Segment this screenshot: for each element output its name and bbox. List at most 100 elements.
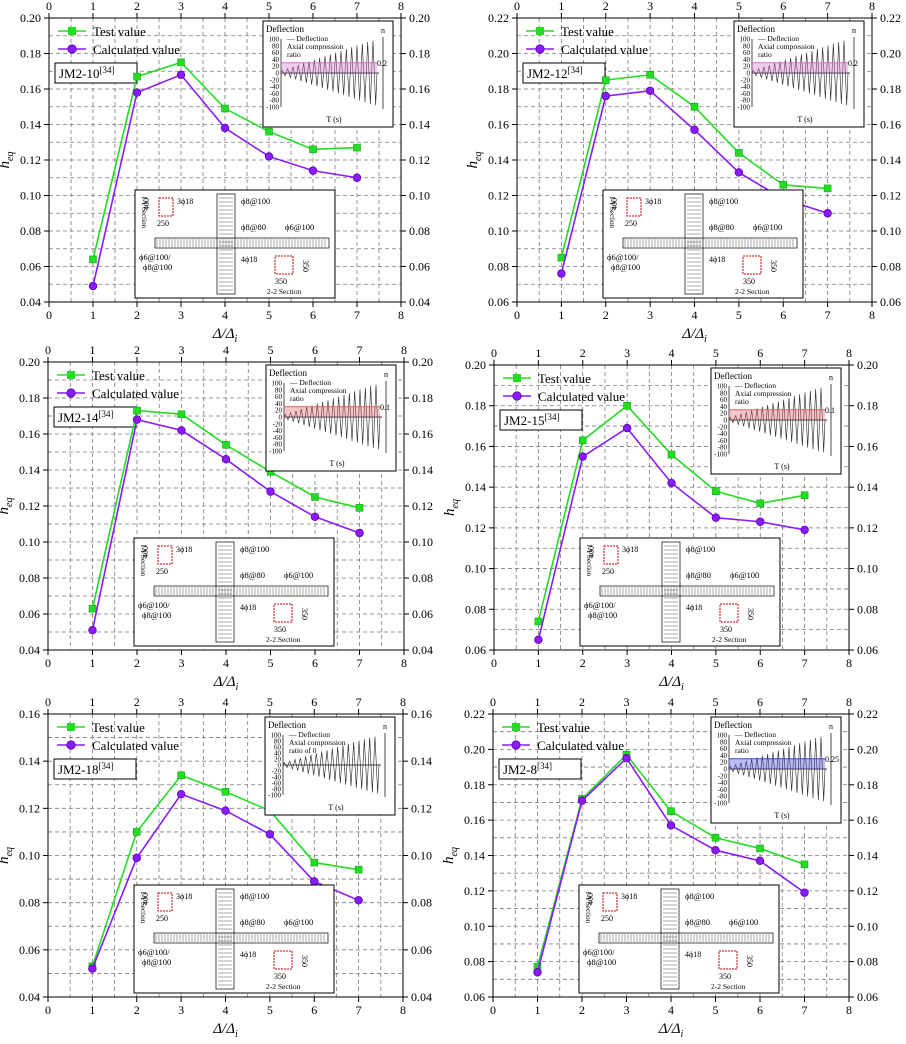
dim-400: 400 xyxy=(586,893,595,905)
x-tick-label-top: 3 xyxy=(178,0,184,13)
section-1-1-box xyxy=(626,197,642,217)
data-point-calculated xyxy=(756,517,765,526)
x-tick-label-top: 5 xyxy=(268,343,274,357)
x-tick-label-top: 2 xyxy=(134,343,140,357)
x-tick-label: 7 xyxy=(356,1003,362,1017)
y-tick-label: 0.04 xyxy=(19,990,40,1004)
y-tick-label: 0.20 xyxy=(19,355,40,369)
data-point-test xyxy=(310,858,318,867)
bars-2-2: 4ϕ18 xyxy=(709,255,725,264)
data-point-calculated xyxy=(310,512,320,521)
x-tick-label: 2 xyxy=(134,1003,140,1017)
data-point-calculated xyxy=(352,173,362,182)
x-tick-label: 4 xyxy=(222,308,228,322)
x-tick-label-top: 4 xyxy=(222,0,228,13)
specimen-ref: [34] xyxy=(98,761,113,771)
inset-tick-label: 0 xyxy=(747,70,751,78)
data-point-test xyxy=(177,410,186,418)
inset-tick-label: -20 xyxy=(718,423,728,431)
stirrup-label-5: ϕ8@100 xyxy=(143,262,172,272)
x-tick-label-top: 6 xyxy=(311,695,317,709)
inset-title: Deflection xyxy=(269,368,307,378)
inset-axial-ratio-band xyxy=(284,406,380,417)
y-tick-label-right: 0.16 xyxy=(412,427,433,441)
y-tick-label: 0.12 xyxy=(464,884,485,898)
data-point-calculated xyxy=(88,964,97,973)
inset-tick-label: 20 xyxy=(275,407,283,415)
data-point-calculated xyxy=(734,168,744,177)
x-tick-label: 5 xyxy=(736,308,742,322)
data-point-test xyxy=(353,143,361,152)
x-axis-label: Δ/Δi xyxy=(658,674,684,693)
dim-250: 250 xyxy=(625,219,637,228)
loading-history-inset: Deflection— Deflection Axial compression… xyxy=(710,716,842,824)
y-tick-label: 0.12 xyxy=(465,521,486,535)
x-tick-label: 1 xyxy=(558,308,564,322)
data-point-test xyxy=(823,184,832,193)
inset-legend-axial: Axial compression xyxy=(735,389,792,398)
x-tick-label-top: 0 xyxy=(491,346,497,360)
inset-tick-label: -100 xyxy=(714,800,727,808)
inset-tick-label: 40 xyxy=(720,403,728,411)
inset-tick-label: 80 xyxy=(720,738,728,746)
x-tick-label-top: 3 xyxy=(179,343,185,357)
bars-1-1: 3ϕ18 xyxy=(177,197,193,206)
inset-tick-label: 40 xyxy=(272,56,280,64)
y-tick-label: 0.06 xyxy=(465,643,486,657)
stirrup-label-3: ϕ6@100 xyxy=(729,917,758,927)
section-2-2-label: 2-2 Section xyxy=(711,982,746,991)
legend-marker-test xyxy=(536,27,544,35)
data-point-test xyxy=(534,617,543,626)
y-tick-label: 0.06 xyxy=(19,607,40,621)
data-point-test xyxy=(133,72,141,81)
x-tick-label: 8 xyxy=(400,1003,406,1017)
stirrup-label-5: ϕ8@100 xyxy=(611,262,640,272)
x-tick-label: 0 xyxy=(490,1003,496,1017)
x-tick-label: 0 xyxy=(491,656,497,670)
data-point-test xyxy=(309,145,317,154)
y-tick-label-right: 0.08 xyxy=(412,571,433,585)
specimen-label-box xyxy=(498,758,582,780)
inset-tick-label: -60 xyxy=(718,786,728,794)
inset-tick-label: -40 xyxy=(270,83,280,91)
y-tick-label: 0.20 xyxy=(20,11,41,25)
x-tick-label: 6 xyxy=(310,308,316,322)
legend-marker-test xyxy=(67,371,75,379)
y-tick-label: 0.12 xyxy=(19,499,40,513)
data-point-calculated xyxy=(308,166,318,175)
loading-history-inset: Deflection— Deflection Axial compression… xyxy=(262,20,394,128)
data-point-calculated xyxy=(354,896,363,905)
section-1-1-label: 1-1 Section xyxy=(608,196,616,229)
inset-legend-deflection: — Deflection xyxy=(734,381,776,390)
legend-marker-test xyxy=(67,723,75,731)
data-point-calculated xyxy=(800,888,809,897)
x-tick-label: 3 xyxy=(178,308,184,322)
section-2-2-box xyxy=(719,603,739,623)
x-tick-label-top: 8 xyxy=(398,0,404,13)
y-tick-label-right: 0.08 xyxy=(857,955,878,969)
y-tick-label-right: 0.04 xyxy=(412,643,433,657)
inset-tick-label: -60 xyxy=(270,90,280,98)
x-tick-label: 4 xyxy=(223,656,229,670)
x-tick-label: 5 xyxy=(713,1003,719,1017)
inset-axial-ratio-band xyxy=(281,62,377,73)
data-point-test xyxy=(222,441,230,449)
y-axis-label-sub: eq xyxy=(473,152,484,161)
y-tick-label: 0.10 xyxy=(488,224,509,238)
inset-tick-label: -40 xyxy=(741,83,751,91)
y-tick-label: 0.10 xyxy=(20,189,41,203)
y-tick-label-right: 0.14 xyxy=(857,849,878,863)
x-tick-label-top: 6 xyxy=(757,346,763,360)
data-point-calculated xyxy=(132,853,141,863)
inset-title: Deflection xyxy=(266,24,304,34)
specimen-label-box xyxy=(522,62,606,84)
x-tick-label-top: 0 xyxy=(514,0,520,13)
data-point-test xyxy=(712,487,720,495)
x-tick-label-top: 3 xyxy=(624,695,630,709)
y-tick-label: 0.10 xyxy=(19,849,40,863)
y-tick-label: 0.16 xyxy=(488,118,509,132)
inset-tick-label: 20 xyxy=(272,63,280,71)
x-tick-label: 6 xyxy=(757,1003,763,1017)
x-tick-label: 3 xyxy=(647,308,653,322)
section-2-2-box xyxy=(273,950,293,970)
